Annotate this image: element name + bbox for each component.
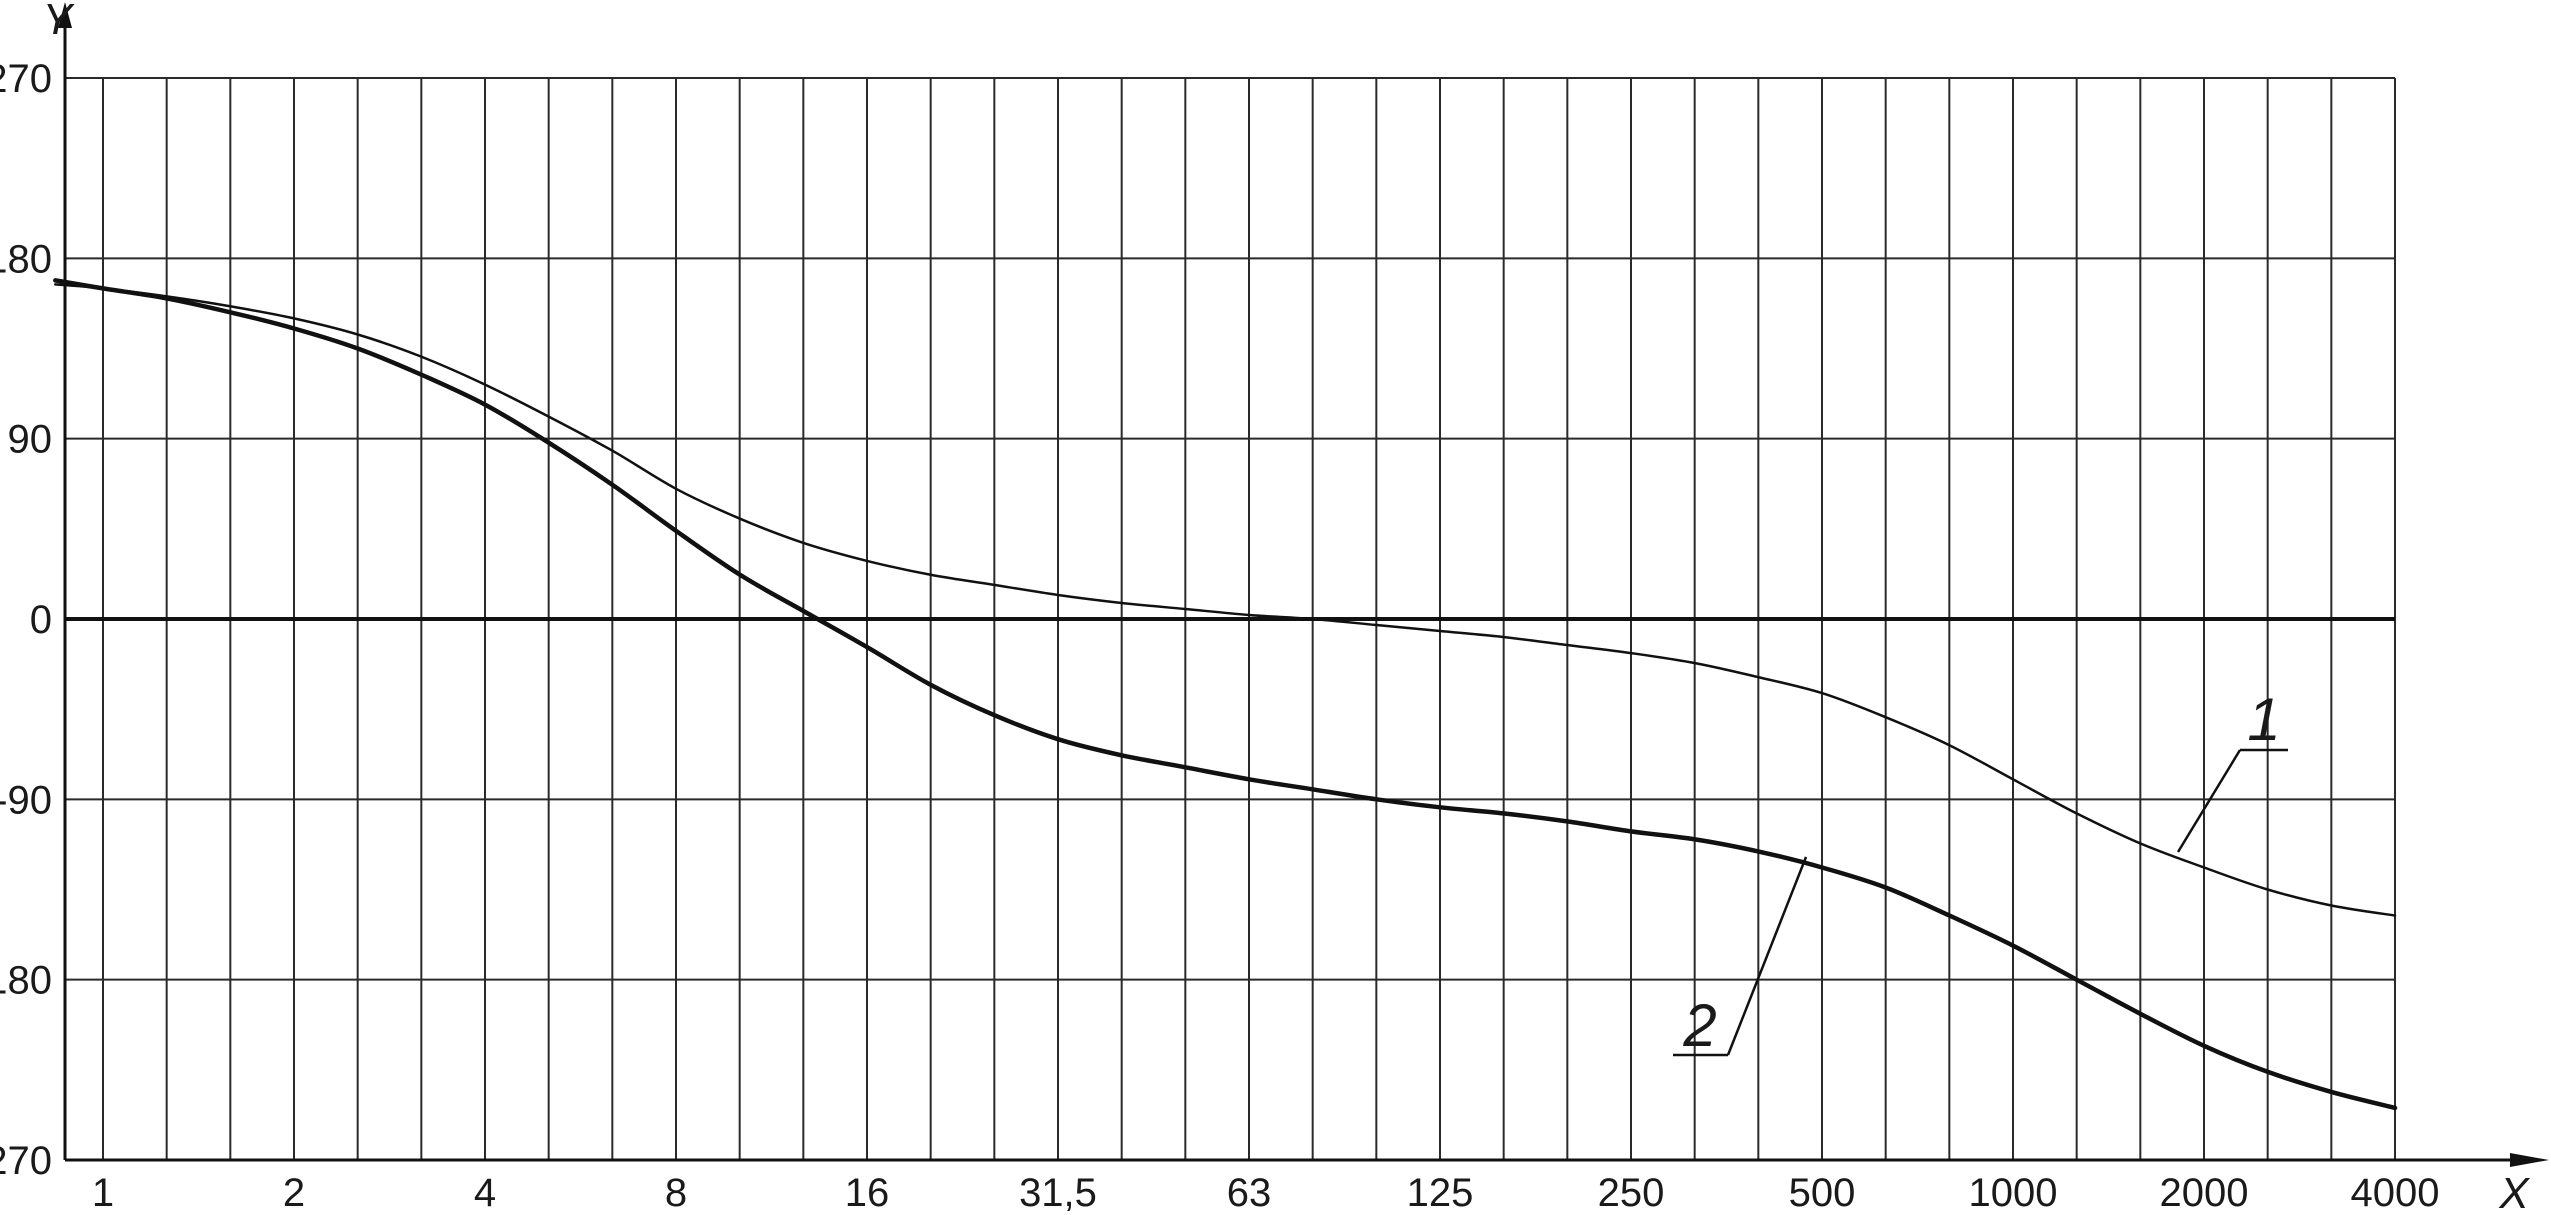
y-tick-label: 0 xyxy=(30,598,52,642)
curve-1-leader xyxy=(2176,749,2242,853)
series-line-1 xyxy=(54,283,2397,917)
x-tick-label: 31,5 xyxy=(1019,1171,1097,1215)
x-tick-label: 1000 xyxy=(1969,1171,2058,1215)
x-tick-label: 4000 xyxy=(2351,1171,2440,1215)
x-tick-label: 16 xyxy=(845,1171,890,1215)
x-tick-label: 2000 xyxy=(2160,1171,2249,1215)
x-tick-label: 4 xyxy=(474,1171,496,1215)
x-tick-label: 500 xyxy=(1789,1171,1856,1215)
series-group xyxy=(53,278,2398,1111)
y-axis-title: Y xyxy=(43,0,75,44)
y-tick-label: 90 xyxy=(8,418,53,462)
y-axis-arrow-icon xyxy=(58,2,72,28)
curve-2-leader xyxy=(1726,856,1808,1056)
x-axis-arrow-icon xyxy=(2510,1153,2549,1167)
y-tick-label: 180 xyxy=(0,237,52,281)
y-tick-label: 270 xyxy=(0,57,52,101)
x-tick-label: 63 xyxy=(1227,1171,1272,1215)
series-line-2 xyxy=(53,278,2398,1111)
x-tick-label: 125 xyxy=(1407,1171,1474,1215)
x-tick-label: 8 xyxy=(665,1171,687,1215)
y-tick-label: -270 xyxy=(0,1139,52,1183)
curve-1-label: 1 xyxy=(2247,686,2280,753)
x-axis-title: X xyxy=(2498,1169,2530,1215)
curve-2-label: 2 xyxy=(1682,992,1716,1059)
curve-leaders: 12 xyxy=(1673,686,2288,1059)
x-tick-label: 250 xyxy=(1598,1171,1665,1215)
x-tick-label: 2 xyxy=(283,1171,305,1215)
axes xyxy=(58,2,2549,1167)
grid xyxy=(65,77,2396,1160)
y-tick-label: -90 xyxy=(0,778,52,822)
x-tick-label: 1 xyxy=(92,1171,114,1215)
y-tick-label: -180 xyxy=(0,959,52,1003)
